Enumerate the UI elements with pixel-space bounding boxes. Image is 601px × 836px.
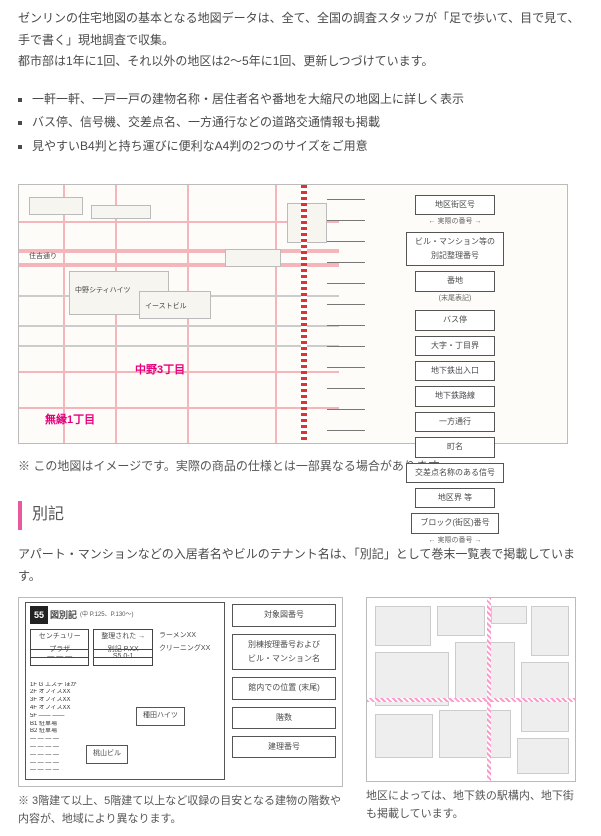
legend-small: (中 P.125、P.130〜): [80, 610, 133, 621]
map-callout: 地区界 等: [355, 486, 555, 508]
map-callout: 大字・丁目界: [355, 334, 555, 356]
legend-inner: 55 図別記 (中 P.125、P.130〜) センチュリー プラザ整理された …: [25, 602, 225, 780]
map-callouts: 地区街区号← 実際の番号 →ビル・マンション等の 別記整理番号番地(末尾表記) バ…: [355, 193, 555, 551]
intro-block: ゼンリンの住宅地図の基本となる地図データは、全て、全国の調査スタッフが「足で歩い…: [0, 0, 601, 89]
legend-caption: ※ 3階建て以上、5階建て以上など収録の目安となる建物の階数や内容が、地域により…: [18, 793, 348, 828]
right-column: 地区によっては、地下鉄の駅構内、地下街も掲載しています。: [366, 597, 576, 828]
legend-figure: 55 図別記 (中 P.125、P.130〜) センチュリー プラザ整理された …: [18, 597, 343, 787]
legend-callout: 別棟按理番号および ビル・マンション名: [232, 634, 336, 671]
map-canvas: 住吉通り中野シティハイツイーストビル中野3丁目無縁1丁目: [19, 185, 339, 443]
legend-rest: 図別記: [50, 607, 77, 623]
underground-caption: 地区によっては、地下鉄の駅構内、地下街も掲載しています。: [366, 788, 576, 823]
underground-map: [366, 597, 576, 782]
intro-text-2: 都市部は1年に1回、それ以外の地区は2〜5年に1回、更新しつづけています。: [18, 51, 583, 73]
legend-callout: 建理番号: [232, 736, 336, 758]
left-column: 55 図別記 (中 P.125、P.130〜) センチュリー プラザ整理された …: [18, 597, 348, 828]
map-callout: 交差点名称のある信号: [355, 461, 555, 483]
legend-callouts: 対象図番号別棟按理番号および ビル・マンション名館内での位置 (末尾) 階数建理番…: [232, 604, 336, 765]
map-figure-row: 住吉通り中野シティハイツイーストビル中野3丁目無縁1丁目 地区街区号← 実際の番…: [0, 184, 601, 452]
section-lead: アパート・マンションなどの入居者名やビルのテナント名は、「別記」として巻末一覧表…: [18, 544, 583, 587]
map-callout: 地下鉄路線: [355, 384, 555, 406]
legend-callout: 館内での位置 (末尾): [232, 677, 336, 699]
feature-bullets: 一軒一軒、一戸一戸の建物名称・居住者名や番地を大縮尺の地図上に詳しく表示バス停、…: [14, 89, 601, 184]
intro-text-1: ゼンリンの住宅地図の基本となる地図データは、全て、全国の調査スタッフが「足で歩い…: [18, 8, 583, 51]
legend-callout: 階数: [232, 707, 336, 729]
feature-bullet: バス停、信号機、交差点名、一方通行などの道路交通情報も掲載: [32, 112, 583, 134]
map-callout: ブロック(街区)番号← 実際の番号 →: [355, 511, 555, 547]
legend-title: 55 図別記 (中 P.125、P.130〜): [30, 607, 134, 623]
map-callout: 番地(末尾表記): [355, 269, 555, 305]
map-callout: バス停: [355, 308, 555, 330]
two-column: 55 図別記 (中 P.125、P.130〜) センチュリー プラザ整理された …: [0, 597, 601, 836]
map-callout: ビル・マンション等の 別記整理番号: [355, 232, 555, 267]
feature-bullet: 見やすいB4判と持ち運びに便利なA4判の2つのサイズをご用意: [32, 136, 583, 158]
feature-bullet: 一軒一軒、一戸一戸の建物名称・居住者名や番地を大縮尺の地図上に詳しく表示: [32, 89, 583, 111]
map-figure: 住吉通り中野シティハイツイーストビル中野3丁目無縁1丁目 地区街区号← 実際の番…: [18, 184, 568, 444]
map-callout: 一方通行: [355, 410, 555, 432]
map-callout: 町名: [355, 435, 555, 457]
legend-callout: 対象図番号: [232, 604, 336, 626]
map-callout: 地区街区号← 実際の番号 →: [355, 193, 555, 229]
map-callout: 地下鉄出入口: [355, 359, 555, 381]
legend-num: 55: [30, 606, 48, 624]
